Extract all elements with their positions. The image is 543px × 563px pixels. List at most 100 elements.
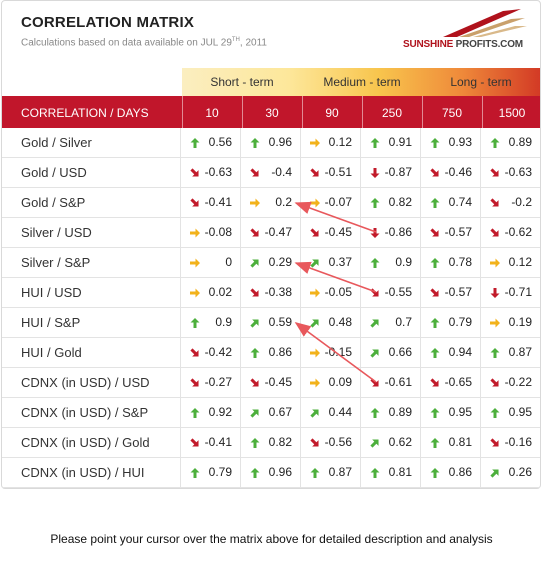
matrix-cell[interactable]: -0.57 (420, 278, 480, 308)
matrix-cell[interactable]: 0.19 (480, 308, 540, 338)
matrix-cell[interactable]: -0.57 (420, 218, 480, 248)
cell-value: -0.27 (204, 375, 232, 389)
matrix-cell[interactable]: 0.48 (300, 308, 360, 338)
matrix-cell[interactable]: -0.42 (180, 338, 240, 368)
table-row[interactable]: Gold / Silver 0.56 0.96 0.12 0.91 0.93 0.89 (2, 128, 540, 158)
matrix-cell[interactable]: -0.2 (480, 188, 540, 218)
matrix-cell[interactable]: 0.59 (240, 308, 300, 338)
matrix-cell[interactable]: -0.41 (180, 188, 240, 218)
matrix-cell[interactable]: -0.55 (360, 278, 420, 308)
matrix-cell[interactable]: 0.02 (180, 278, 240, 308)
matrix-cell[interactable]: 0.74 (420, 188, 480, 218)
trend-upright-icon (249, 316, 261, 328)
trend-downright-icon (309, 166, 321, 178)
matrix-cell[interactable]: -0.65 (420, 368, 480, 398)
matrix-cell[interactable]: 0.81 (360, 458, 420, 488)
matrix-cell[interactable]: 0.9 (180, 308, 240, 338)
matrix-cell[interactable]: 0.9 (360, 248, 420, 278)
matrix-cell[interactable]: -0.62 (480, 218, 540, 248)
matrix-cell[interactable]: -0.45 (240, 368, 300, 398)
matrix-cell[interactable]: -0.08 (180, 218, 240, 248)
matrix-cell[interactable]: 0.67 (240, 398, 300, 428)
matrix-cell[interactable]: 0.95 (420, 398, 480, 428)
matrix-cell[interactable]: -0.07 (300, 188, 360, 218)
matrix-cell[interactable]: -0.16 (480, 428, 540, 458)
matrix-cell[interactable]: 0.82 (240, 428, 300, 458)
matrix-cell[interactable]: 0.78 (420, 248, 480, 278)
table-row[interactable]: HUI / Gold -0.42 0.86 -0.15 0.66 0.94 0.87 (2, 338, 540, 368)
trend-down-icon (489, 286, 501, 298)
matrix-cell[interactable]: 0.12 (480, 248, 540, 278)
matrix-cell[interactable]: 0 (180, 248, 240, 278)
matrix-cell[interactable]: -0.86 (360, 218, 420, 248)
matrix-cell[interactable]: 0.7 (360, 308, 420, 338)
table-row[interactable]: HUI / USD 0.02 -0.38 -0.05 -0.55 -0.57 -0.71 (2, 278, 540, 308)
matrix-cell[interactable]: -0.51 (300, 158, 360, 188)
matrix-cell[interactable]: 0.96 (240, 128, 300, 158)
table-row[interactable]: Gold / USD -0.63 -0.4 -0.51 -0.87 -0.46 -0.63 (2, 158, 540, 188)
trend-flat-icon (249, 196, 261, 208)
table-row[interactable]: Silver / S&P 0 0.29 0.37 0.9 0.78 0.12 (2, 248, 540, 278)
table-row[interactable]: Silver / USD -0.08 -0.47 -0.45 -0.86 -0.57 -0.… (2, 218, 540, 248)
header-col-10: 10 (205, 106, 219, 120)
matrix-cell[interactable]: 0.12 (300, 128, 360, 158)
cell-value: 0.44 (328, 405, 352, 419)
matrix-cell[interactable]: -0.05 (300, 278, 360, 308)
table-row[interactable]: CDNX (in USD) / Gold -0.41 0.82 -0.56 0.62 0.… (2, 428, 540, 458)
matrix-cell[interactable]: 0.79 (420, 308, 480, 338)
matrix-cell[interactable]: 0.86 (420, 458, 480, 488)
matrix-cell[interactable]: 0.95 (480, 398, 540, 428)
matrix-cell[interactable]: -0.56 (300, 428, 360, 458)
matrix-cell[interactable]: 0.29 (240, 248, 300, 278)
matrix-cell[interactable]: 0.26 (480, 458, 540, 488)
matrix-cell[interactable]: -0.63 (480, 158, 540, 188)
table-row[interactable]: Gold / S&P -0.41 0.2 -0.07 0.82 0.74 -0.2 (2, 188, 540, 218)
table-row[interactable]: CDNX (in USD) / USD -0.27 -0.45 0.09 -0.61 -0… (2, 368, 540, 398)
table-row[interactable]: CDNX (in USD) / HUI 0.79 0.96 0.87 0.81 0.86 0… (2, 458, 540, 488)
matrix-cell[interactable]: -0.27 (180, 368, 240, 398)
matrix-cell[interactable]: 0.81 (420, 428, 480, 458)
matrix-cell[interactable]: 0.44 (300, 398, 360, 428)
sunshine-profits-logo[interactable]: SUNSHINE PROFITS.COM (403, 9, 531, 57)
matrix-cell[interactable]: -0.63 (180, 158, 240, 188)
matrix-cell[interactable]: 0.66 (360, 338, 420, 368)
matrix-cell[interactable]: 0.93 (420, 128, 480, 158)
matrix-cell[interactable]: 0.89 (360, 398, 420, 428)
matrix-cell[interactable]: -0.87 (360, 158, 420, 188)
trend-flat-icon (309, 346, 321, 358)
matrix-cell[interactable]: 0.96 (240, 458, 300, 488)
matrix-cell[interactable]: -0.41 (180, 428, 240, 458)
row-label: CDNX (in USD) / Gold (21, 435, 150, 450)
matrix-cell[interactable]: -0.15 (300, 338, 360, 368)
matrix-cell[interactable]: 0.91 (360, 128, 420, 158)
matrix-cell[interactable]: 0.79 (180, 458, 240, 488)
cell-value: 0.79 (208, 465, 232, 479)
trend-up-icon (429, 136, 441, 148)
matrix-cell[interactable]: -0.45 (300, 218, 360, 248)
matrix-cell[interactable]: 0.2 (240, 188, 300, 218)
matrix-cell[interactable]: 0.62 (360, 428, 420, 458)
cell-value: -0.71 (504, 285, 532, 299)
table-row[interactable]: HUI / S&P 0.9 0.59 0.48 0.7 0.79 0.19 (2, 308, 540, 338)
matrix-cell[interactable]: 0.94 (420, 338, 480, 368)
matrix-cell[interactable]: 0.87 (300, 458, 360, 488)
matrix-cell[interactable]: 0.86 (240, 338, 300, 368)
matrix-cell[interactable]: -0.22 (480, 368, 540, 398)
matrix-cell[interactable]: 0.87 (480, 338, 540, 368)
matrix-cell[interactable]: 0.89 (480, 128, 540, 158)
cell-value: -0.86 (384, 225, 412, 239)
matrix-cell[interactable]: 0.37 (300, 248, 360, 278)
matrix-cell[interactable]: -0.46 (420, 158, 480, 188)
matrix-cell[interactable]: -0.71 (480, 278, 540, 308)
matrix-cell[interactable]: -0.61 (360, 368, 420, 398)
matrix-cell[interactable]: -0.47 (240, 218, 300, 248)
matrix-cell[interactable]: 0.56 (180, 128, 240, 158)
table-row[interactable]: CDNX (in USD) / S&P 0.92 0.67 0.44 0.89 0.95 0… (2, 398, 540, 428)
matrix-cell[interactable]: -0.4 (240, 158, 300, 188)
matrix-cell[interactable]: 0.82 (360, 188, 420, 218)
row-label: Gold / USD (21, 165, 87, 180)
matrix-cell[interactable]: -0.38 (240, 278, 300, 308)
matrix-cell[interactable]: 0.92 (180, 398, 240, 428)
matrix-cell[interactable]: 0.09 (300, 368, 360, 398)
cell-value: 0.96 (268, 135, 292, 149)
